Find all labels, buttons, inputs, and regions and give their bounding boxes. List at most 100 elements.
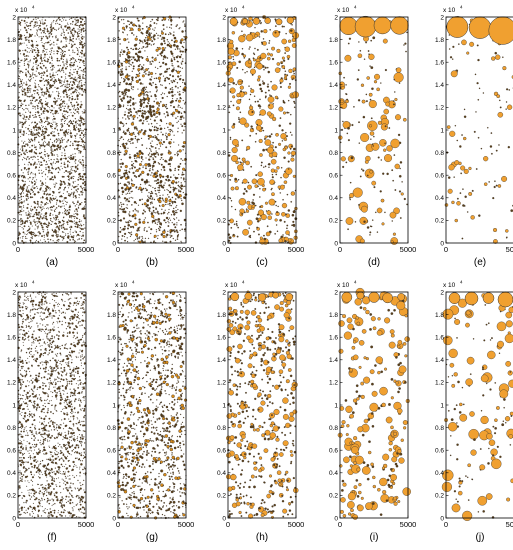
particle: [63, 31, 65, 34]
particle: [56, 233, 58, 236]
particle: [80, 69, 82, 71]
particle: [31, 33, 33, 36]
particle: [269, 94, 271, 96]
particle: [69, 216, 71, 219]
particle: [171, 97, 174, 100]
particle: [459, 145, 462, 148]
particle: [291, 24, 293, 26]
particle: [79, 55, 81, 57]
particle: [266, 85, 270, 88]
particle: [129, 108, 132, 111]
particle: [43, 93, 45, 95]
particle: [32, 65, 34, 67]
particle: [66, 129, 68, 131]
particle: [183, 20, 185, 22]
particle: [70, 65, 72, 67]
particle: [73, 148, 76, 150]
particle: [79, 220, 81, 222]
particle: [21, 147, 23, 149]
particle: [29, 214, 31, 216]
particle: [157, 139, 160, 142]
particle: [79, 172, 81, 175]
particle: [69, 132, 72, 135]
particle: [182, 58, 184, 60]
particle: [364, 168, 375, 179]
particle: [79, 175, 82, 178]
particle: [136, 152, 139, 155]
particle: [67, 160, 69, 163]
particle: [23, 62, 25, 64]
particle: [53, 191, 55, 193]
particle: [170, 138, 172, 141]
particle: [340, 156, 346, 162]
particle: [32, 67, 34, 69]
particle: [130, 137, 134, 141]
particle: [276, 48, 281, 53]
particle: [289, 122, 292, 125]
particle: [52, 80, 54, 82]
particle: [150, 20, 152, 23]
particle: [32, 164, 35, 166]
particle: [30, 237, 32, 239]
particle-layer: [225, 15, 300, 245]
particle: [52, 21, 54, 23]
particle: [173, 230, 176, 233]
particle: [382, 172, 385, 175]
particle: [23, 60, 25, 62]
y-tick-label: 2: [222, 14, 226, 21]
particle: [56, 199, 59, 202]
particle: [120, 186, 124, 190]
particle: [52, 91, 54, 93]
particle: [21, 79, 23, 81]
particle: [252, 193, 256, 196]
particle: [376, 87, 380, 92]
particle: [155, 180, 157, 182]
particle: [76, 191, 78, 193]
particle: [34, 137, 36, 139]
particle: [148, 123, 150, 125]
y-tick-label: 2: [334, 14, 338, 21]
particle: [30, 188, 33, 191]
particle: [273, 183, 275, 185]
particle: [52, 134, 55, 137]
particle: [51, 209, 53, 211]
particle: [21, 42, 23, 44]
particle: [158, 220, 160, 222]
particle: [51, 47, 53, 49]
particle: [44, 19, 47, 21]
particle: [125, 169, 128, 172]
particle: [152, 28, 154, 30]
particle: [147, 237, 150, 239]
particle: [46, 70, 48, 72]
particle: [239, 90, 243, 93]
particle: [83, 205, 85, 207]
particle: [475, 168, 478, 170]
particle: [56, 125, 58, 127]
particle: [169, 236, 172, 238]
particle: [138, 237, 140, 239]
particle: [30, 209, 32, 211]
x-tick-label: 5000: [78, 245, 95, 254]
particle: [45, 25, 47, 27]
particle: [23, 42, 25, 44]
particle: [358, 142, 360, 144]
particle: [384, 68, 387, 72]
particle: [67, 156, 69, 158]
y-tick-label: 1.2: [329, 105, 338, 112]
particle: [51, 58, 53, 60]
particle: [148, 37, 152, 41]
particle: [41, 30, 44, 32]
particle: [177, 87, 179, 89]
particle: [242, 169, 245, 171]
particle: [83, 224, 85, 226]
particle: [43, 71, 46, 74]
particle: [33, 213, 36, 215]
particle: [174, 169, 176, 172]
particle: [73, 126, 76, 129]
particle: [162, 165, 166, 169]
y-tick-label: 0.8: [107, 150, 116, 157]
particle: [76, 223, 78, 225]
particle: [150, 114, 153, 118]
particle: [282, 147, 287, 152]
particle: [142, 220, 146, 224]
